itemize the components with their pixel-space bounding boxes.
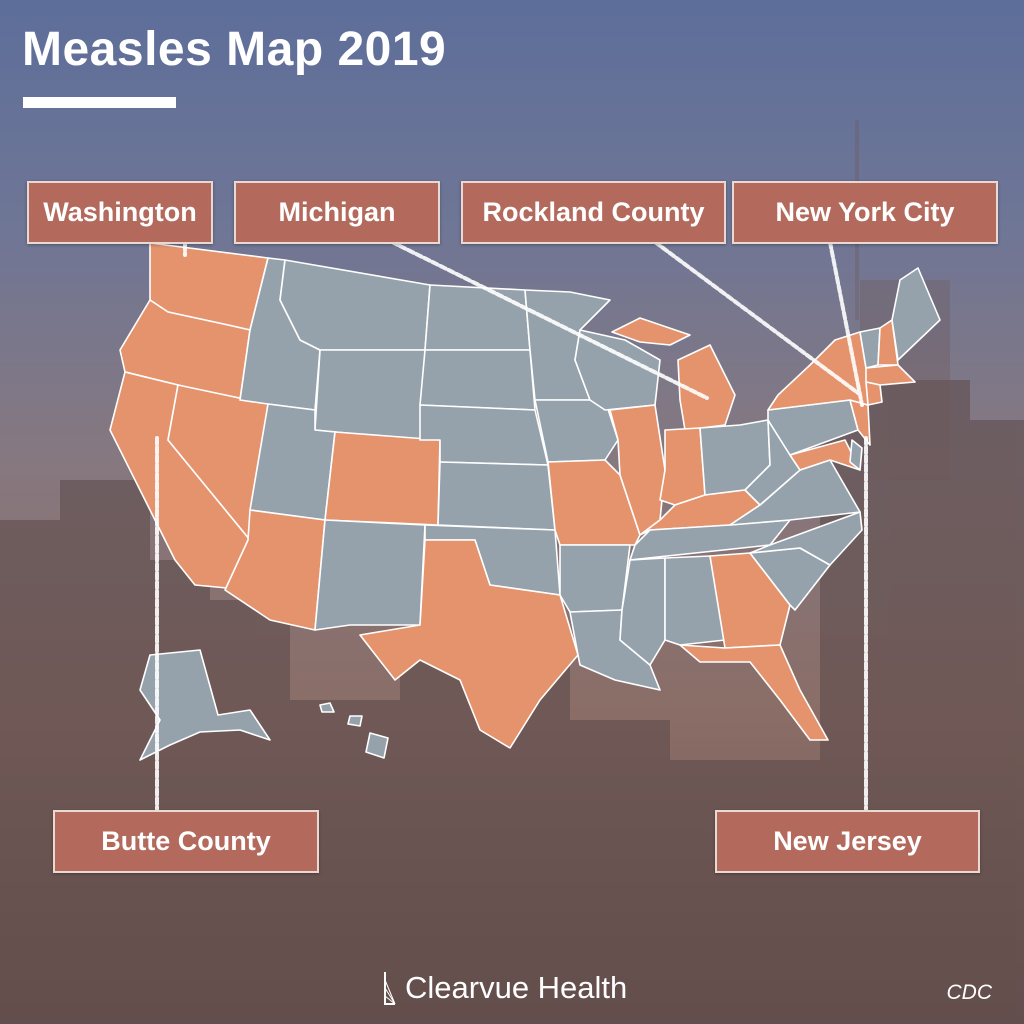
leader-michigan xyxy=(390,240,709,400)
brand-logo: Clearvue Health xyxy=(383,970,627,1006)
state-indiana xyxy=(659,427,706,506)
page-title: Measles Map 2019 xyxy=(22,23,447,76)
state-alaska xyxy=(139,649,271,761)
callout-rockland-county: Rockland County xyxy=(461,181,726,244)
callout-washington: Washington xyxy=(27,181,213,244)
leader-nyc xyxy=(828,240,864,407)
state-missouri xyxy=(547,459,641,546)
state-nebraska xyxy=(419,404,549,466)
state-georgia xyxy=(709,552,791,649)
state-connecticut xyxy=(865,381,883,406)
state-texas xyxy=(359,539,579,749)
state-alabama xyxy=(664,555,726,646)
leader-rockland xyxy=(653,240,860,395)
brand-mark-icon xyxy=(384,972,396,1005)
state-maine xyxy=(891,267,941,361)
state-colorado xyxy=(324,431,441,526)
state-massachusetts xyxy=(865,364,916,386)
callout-new-jersey: New Jersey xyxy=(715,810,980,873)
brand-name: Clearvue Health xyxy=(405,970,628,1005)
state-south-dakota xyxy=(419,349,536,411)
state-delaware xyxy=(849,439,863,471)
state-maryland xyxy=(789,439,861,471)
callout-michigan: Michigan xyxy=(234,181,440,244)
state-arkansas xyxy=(559,544,631,613)
title-underline xyxy=(23,97,176,108)
state-new-york xyxy=(767,331,869,411)
source-label: CDC xyxy=(946,981,993,1004)
state-new-mexico xyxy=(314,519,426,631)
callout-butte-county: Butte County xyxy=(53,810,319,873)
state-montana xyxy=(279,259,431,351)
state-north-dakota xyxy=(424,284,531,351)
state-kansas xyxy=(437,461,556,531)
state-hawaii xyxy=(319,702,389,759)
callout-new-york-city: New York City xyxy=(732,181,998,244)
state-wyoming xyxy=(314,349,426,441)
state-michigan-lower xyxy=(677,344,736,431)
state-florida xyxy=(679,644,829,741)
state-michigan-upper xyxy=(611,317,691,346)
